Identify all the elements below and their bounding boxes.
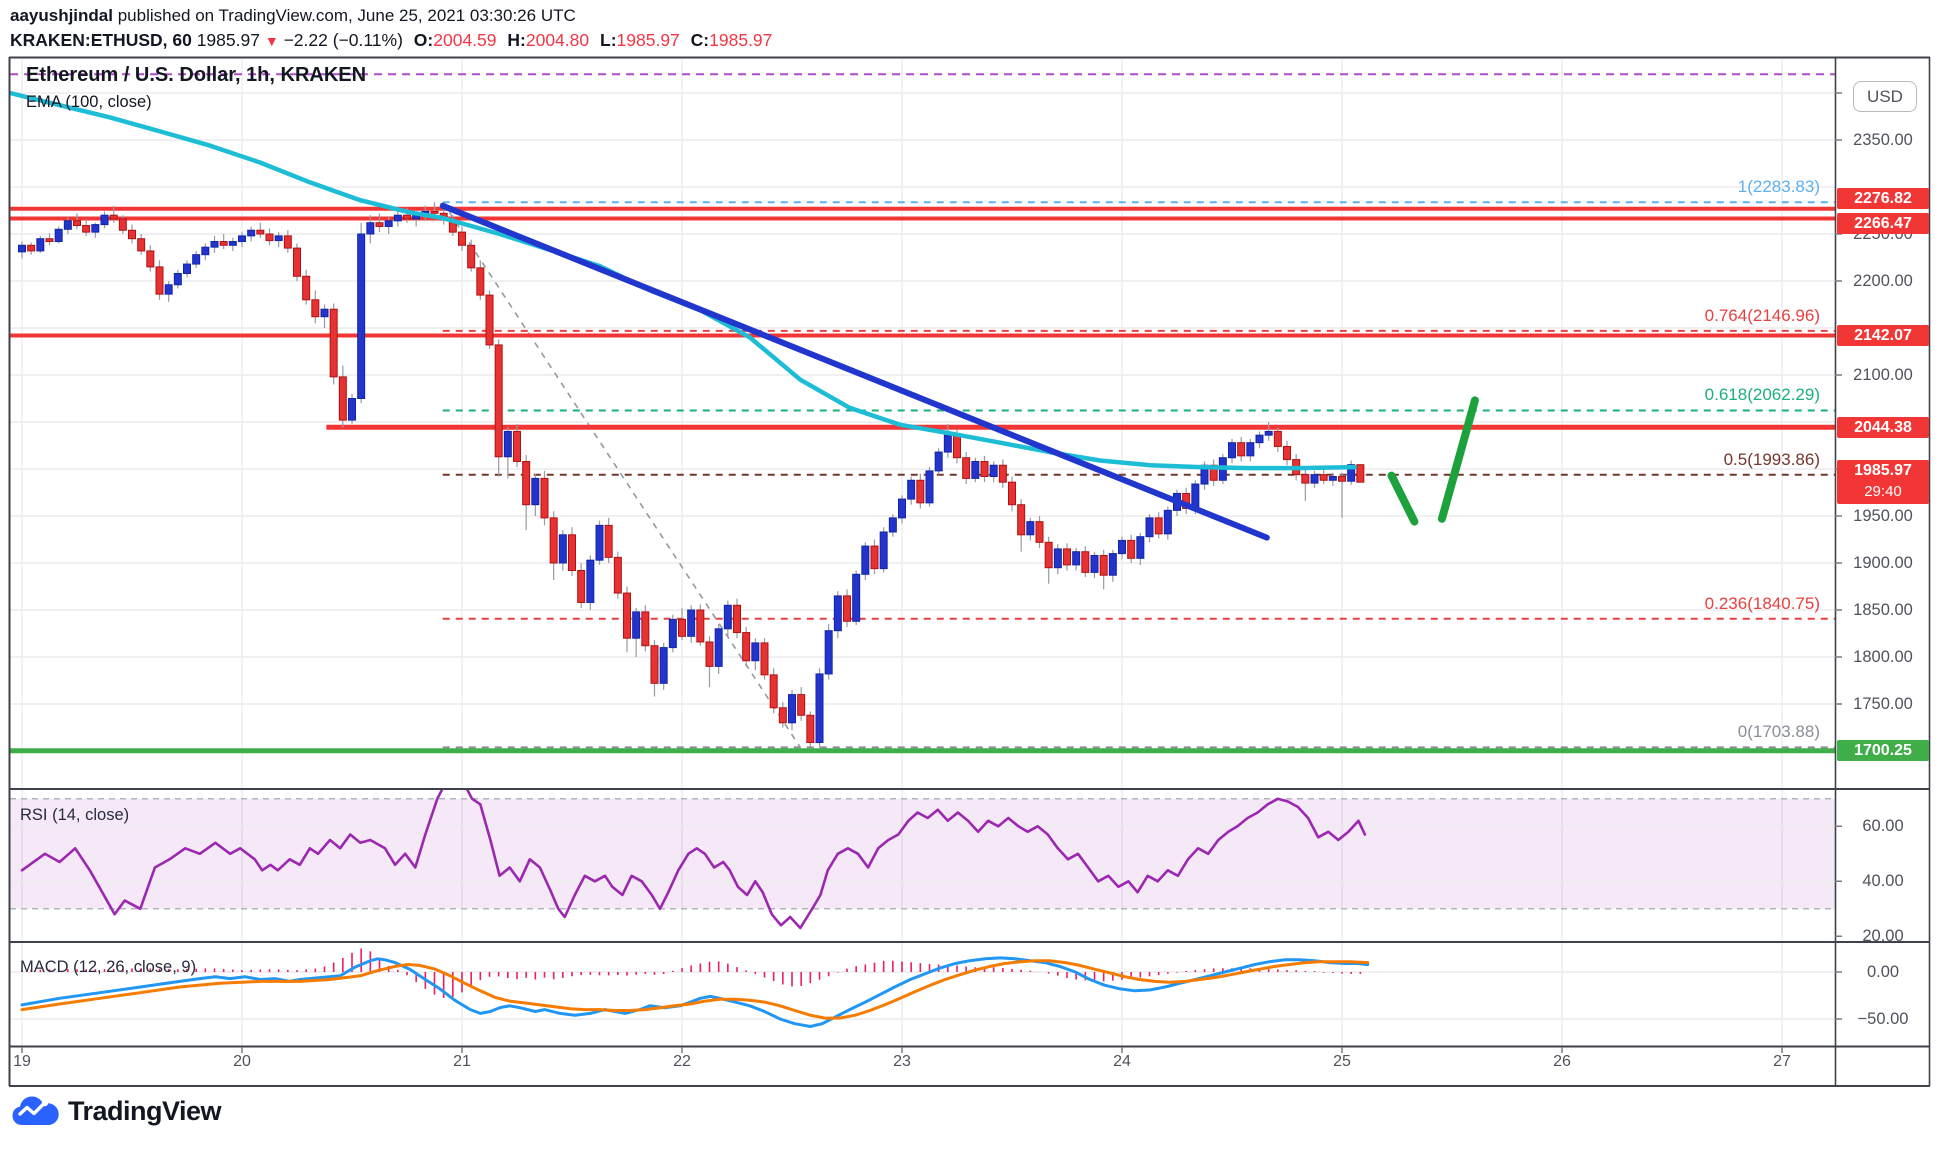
trendline <box>439 202 1270 541</box>
currency-badge[interactable]: USD <box>1853 81 1917 112</box>
brand-name: TradingView <box>68 1095 222 1126</box>
time-axis-label: 19 <box>13 1053 31 1070</box>
price-tag: 1985.97 29:40 <box>1837 460 1929 505</box>
price-tag: 2044.38 <box>1837 416 1929 438</box>
high-label: H: <box>507 30 526 50</box>
fib-level-label: 0.5(1993.86) <box>1723 449 1820 469</box>
low-value: 1985.97 <box>616 30 680 50</box>
countdown-timer: 29:40 <box>1864 483 1902 501</box>
time-axis-label: 21 <box>453 1053 471 1070</box>
price-axis-label: 1750.00 <box>1853 695 1913 713</box>
macd-pane[interactable] <box>10 943 1835 1046</box>
tradingview-cloud-icon <box>12 1096 59 1125</box>
rsi-axis-label: 60.00 <box>1862 817 1904 836</box>
price-change: −2.22 (−0.11%) <box>283 30 403 50</box>
macd-axis-label: −50.00 <box>1857 1010 1909 1028</box>
macd-line <box>20 956 1370 1028</box>
rsi-indicator-legend[interactable]: RSI (14, close) <box>20 806 130 824</box>
main-pane[interactable] <box>10 58 1835 789</box>
open-label: O: <box>413 30 434 50</box>
price-axis-label: 2100.00 <box>1853 366 1913 384</box>
macd-axis-label: 0.00 <box>1866 963 1900 981</box>
price-axis-label: 1850.00 <box>1853 601 1913 619</box>
price-axis-label: 1900.00 <box>1853 554 1913 572</box>
time-axis-label: 23 <box>893 1053 911 1070</box>
time-axis-label: 20 <box>233 1053 251 1070</box>
fib-level-label: 0.236(1840.75) <box>1704 593 1820 613</box>
rsi-axis-label: 20.00 <box>1862 927 1904 946</box>
low-label: L: <box>600 30 617 50</box>
rsi-axis-label: 40.00 <box>1862 872 1904 891</box>
rsi-line <box>20 790 1367 930</box>
last-price: 1985.97 <box>196 30 260 50</box>
author-name[interactable]: aayushjindal <box>10 6 113 25</box>
high-value: 2004.80 <box>525 30 590 50</box>
drawn-arrow <box>1437 396 1479 523</box>
time-axis-label: 27 <box>1773 1053 1791 1070</box>
fib-level-label: 1(2283.83) <box>1737 177 1820 197</box>
fib-level-label: 0.764(2146.96) <box>1704 305 1820 325</box>
price-tag: 2266.47 <box>1837 213 1929 235</box>
macd-indicator-legend[interactable]: MACD (12, 26, close, 9) <box>20 958 197 976</box>
rsi-pane[interactable] <box>10 780 1835 943</box>
price-axis-label: 1950.00 <box>1853 507 1913 525</box>
ema-indicator-legend[interactable]: EMA (100, close) <box>26 93 152 111</box>
time-axis-label: 25 <box>1333 1053 1351 1070</box>
price-axis-label: 2200.00 <box>1853 272 1913 290</box>
macd-signal-line <box>20 959 1370 1020</box>
time-axis-label: 26 <box>1553 1053 1571 1070</box>
time-axis-label: 22 <box>673 1053 691 1070</box>
tradingview-logo[interactable]: TradingView <box>12 1094 222 1128</box>
time-axis-label: 24 <box>1113 1053 1131 1070</box>
chart-title[interactable]: Ethereum / U.S. Dollar, 1h, KRAKEN <box>26 64 367 86</box>
price-tag: 2142.07 <box>1837 324 1929 346</box>
down-triangle-icon: ▼ <box>264 33 279 49</box>
price-axis-label: 1800.00 <box>1853 648 1913 666</box>
price-tag: 2276.82 <box>1837 188 1929 210</box>
symbol-quote-row: KRAKEN:ETHUSD, 60 1985.97 ▼ −2.22 (−0.11… <box>10 30 772 51</box>
price-tag: 1700.25 <box>1837 740 1929 762</box>
close-label: C: <box>690 30 710 50</box>
fib-level-label: 0(1703.88) <box>1737 722 1820 742</box>
close-value: 1985.97 <box>709 30 773 50</box>
fib-level-label: 0.618(2062.29) <box>1704 385 1820 405</box>
drawn-arrow <box>1387 471 1419 526</box>
open-value: 2004.59 <box>433 30 497 50</box>
symbol-name[interactable]: KRAKEN:ETHUSD, 60 <box>10 30 192 50</box>
publish-info: aayushjindal published on TradingView.co… <box>10 6 576 26</box>
candlestick-series <box>18 202 1365 748</box>
price-axis-label: 2350.00 <box>1853 131 1913 149</box>
publish-text: published on TradingView.com, June 25, 2… <box>112 6 576 25</box>
